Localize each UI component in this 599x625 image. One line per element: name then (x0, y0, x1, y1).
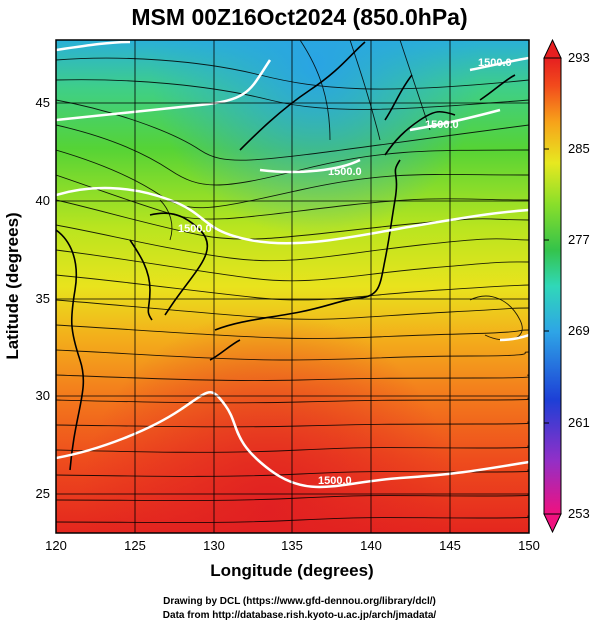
isoline-label: 1500.0 (328, 166, 362, 178)
x-tick-label: 125 (124, 538, 146, 553)
x-tick-label: 145 (439, 538, 461, 553)
isoline-label: 1500.0 (425, 119, 459, 131)
plot-frame (55, 39, 530, 534)
colorbar-body (543, 57, 562, 515)
colorbar (543, 38, 562, 534)
x-tick-label: 150 (518, 538, 540, 553)
colorbar-tick-labels: 293 285 277 269 261 253 (568, 50, 590, 521)
colorbar-tick-label: 277 (568, 232, 590, 247)
y-tick-label: 30 (36, 388, 50, 403)
y-tick-label: 35 (36, 291, 50, 306)
isoline-label: 1500.0 (178, 223, 212, 235)
x-tick-label: 135 (281, 538, 303, 553)
y-axis-label: Latitude (degrees) (3, 212, 22, 359)
colorbar-tick-label: 261 (568, 415, 590, 430)
colorbar-tick-label: 285 (568, 141, 590, 156)
colorbar-tick-label: 269 (568, 323, 590, 338)
wind-streamlines (56, 40, 529, 523)
temperature-field: 1500.0 1500.0 1500.0 1500.0 1500.0 (56, 40, 529, 533)
x-axis-label: Longitude (degrees) (210, 561, 373, 580)
colorbar-tick-label: 293 (568, 50, 590, 65)
grid-lines (56, 40, 529, 533)
credit-drawing: Drawing by DCL (https://www.gfd-dennou.o… (163, 596, 436, 607)
credit-data: Data from http://database.rish.kyoto-u.a… (162, 610, 437, 621)
isoline-label: 1500.0 (318, 475, 352, 487)
colorbar-min-arrow (543, 513, 562, 534)
x-tick-label: 140 (360, 538, 382, 553)
isolines (56, 40, 529, 489)
colorbar-max-arrow (543, 38, 562, 59)
page-title: MSM 00Z16Oct2024 (850.0hPa) (131, 4, 468, 30)
x-tick-label: 130 (203, 538, 225, 553)
isoline-label: 1500.0 (478, 57, 512, 69)
y-tick-label: 45 (36, 95, 50, 110)
y-tick-label: 40 (36, 193, 50, 208)
colorbar-tick-label: 253 (568, 506, 590, 521)
x-tick-label: 120 (45, 538, 67, 553)
y-tick-label: 25 (36, 486, 50, 501)
y-tick-labels: 25 30 35 40 45 (36, 95, 50, 501)
x-tick-labels: 120 125 130 135 140 145 150 (45, 538, 540, 553)
